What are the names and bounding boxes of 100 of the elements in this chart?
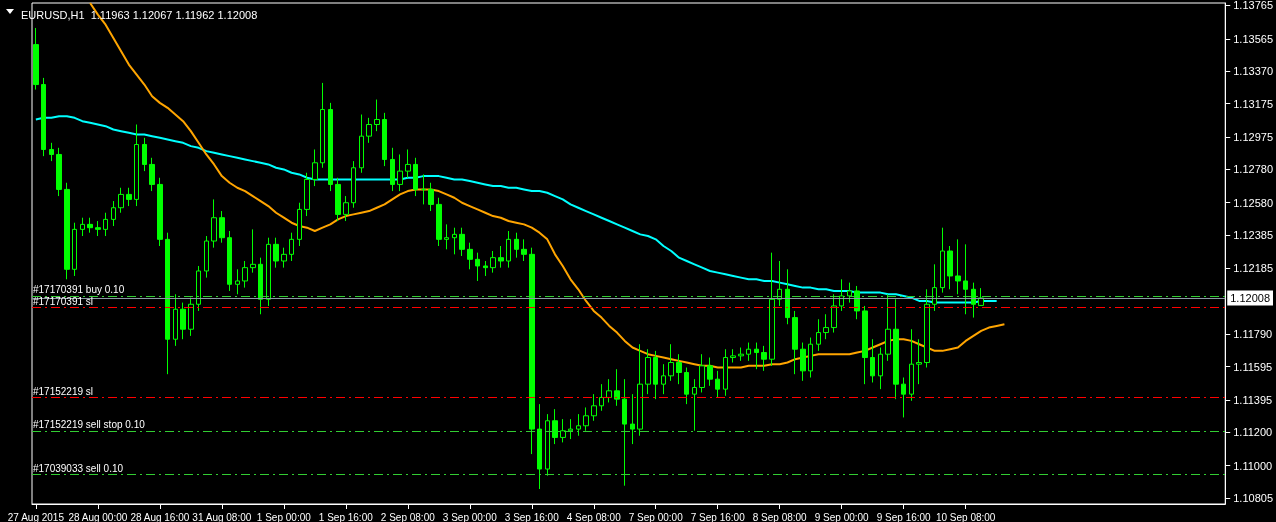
candlestick <box>676 353 682 385</box>
candlestick <box>359 114 364 174</box>
candlestick <box>242 260 248 289</box>
candlestick <box>444 223 449 250</box>
y-tick-label: 1.13765 <box>1233 0 1273 12</box>
candlestick <box>622 378 627 487</box>
candlestick <box>250 228 256 274</box>
ref-line-label: #17170391 sl <box>33 296 94 308</box>
x-tick-label: 7 Sep 16:00 <box>690 511 746 522</box>
candlestick <box>196 265 201 312</box>
candlestick <box>297 202 302 247</box>
x-tick-label: 3 Sep 16:00 <box>504 511 560 522</box>
candlestick <box>963 243 968 315</box>
candlestick <box>761 345 767 372</box>
candlestick <box>568 418 573 440</box>
y-tick-label: 1.11595 <box>1233 360 1273 373</box>
candlestick <box>452 227 457 255</box>
x-tick-label: 7 Sep 00:00 <box>628 511 684 522</box>
x-tick-label: 9 Sep 16:00 <box>876 511 932 522</box>
x-tick-label: 28 Aug 16:00 <box>130 511 190 522</box>
candlestick <box>668 343 674 382</box>
candlestick <box>560 418 566 443</box>
candlestick <box>126 187 132 207</box>
candlestick <box>382 112 387 167</box>
y-tick-label: 1.12975 <box>1233 130 1273 143</box>
x-tick-label: 9 Sep 00:00 <box>814 511 870 522</box>
candlestick <box>947 245 953 290</box>
candlestick <box>281 247 287 269</box>
candlestick <box>41 77 46 157</box>
candlestick <box>328 102 333 192</box>
candlestick <box>692 378 697 432</box>
ref-line-label: #17170391 buy 0.10 <box>33 284 125 296</box>
candlestick <box>188 297 194 337</box>
candlestick <box>800 342 806 382</box>
candlestick <box>111 200 116 227</box>
candlestick <box>320 82 325 169</box>
candlestick <box>204 235 209 279</box>
candlestick <box>552 408 558 445</box>
x-tick-label: 28 Aug 00:00 <box>68 511 128 522</box>
candlestick <box>971 282 976 319</box>
line-series <box>34 115 998 304</box>
candlestick <box>955 238 961 295</box>
candlestick <box>839 278 844 312</box>
candlestick <box>335 177 341 222</box>
candlestick <box>227 230 232 292</box>
candlestick <box>180 302 186 340</box>
candlestick <box>924 288 930 369</box>
candlestick <box>405 148 411 179</box>
candlestick <box>576 413 581 437</box>
x-tick-label: 31 Aug 08:00 <box>192 511 252 522</box>
candlestick <box>467 242 473 270</box>
candlestick <box>769 252 775 367</box>
candlestick <box>312 148 318 187</box>
ref-line-label: #17152219 sell stop 0.10 <box>33 419 146 431</box>
candlestick <box>304 172 310 217</box>
ref-line-label: 1.12008 <box>1230 291 1270 304</box>
y-tick-label: 1.11395 <box>1233 393 1273 406</box>
candlestick <box>459 227 465 257</box>
candlestick <box>583 406 589 432</box>
candlestick <box>730 348 736 364</box>
candlestick <box>521 238 527 262</box>
candlestick <box>266 237 271 307</box>
ref-line-label: #17152219 sl <box>33 385 94 397</box>
candlestick <box>72 222 77 277</box>
candlestick <box>219 210 225 244</box>
ref-line-label: #17039033 sell 0.10 <box>33 462 124 474</box>
candlestick <box>514 232 519 259</box>
candlestick <box>483 260 488 277</box>
candlestick <box>211 198 217 249</box>
candlestick <box>87 217 93 234</box>
candlestick <box>235 268 240 295</box>
candlestick <box>847 282 852 304</box>
candlestick <box>103 212 108 237</box>
x-tick-label: 10 Sep 08:00 <box>935 511 996 522</box>
candlestick <box>893 298 899 400</box>
candlestick <box>490 250 496 274</box>
candlestick <box>366 117 372 144</box>
candlestick <box>831 293 837 334</box>
candlestick <box>823 313 829 340</box>
candlestick <box>289 232 294 262</box>
y-tick-label: 1.11200 <box>1233 426 1273 439</box>
candlestick <box>529 247 535 455</box>
candlestick <box>95 220 101 237</box>
candlestick <box>738 347 744 362</box>
candlestick <box>916 338 922 385</box>
candlestick <box>885 293 891 362</box>
candlestick <box>157 177 163 247</box>
candlestick <box>901 377 906 418</box>
candlestick <box>630 393 635 445</box>
y-tick-label: 1.13175 <box>1233 97 1273 110</box>
candlestick <box>149 157 155 192</box>
candlestick <box>80 217 85 237</box>
candlestick <box>754 342 759 370</box>
candlestick <box>436 197 442 247</box>
candlestick <box>428 182 434 212</box>
candlestick <box>870 338 875 383</box>
y-tick-label: 1.12385 <box>1233 229 1273 242</box>
candlestick <box>537 403 542 490</box>
candlestick <box>421 173 426 205</box>
candlestick <box>878 347 883 390</box>
